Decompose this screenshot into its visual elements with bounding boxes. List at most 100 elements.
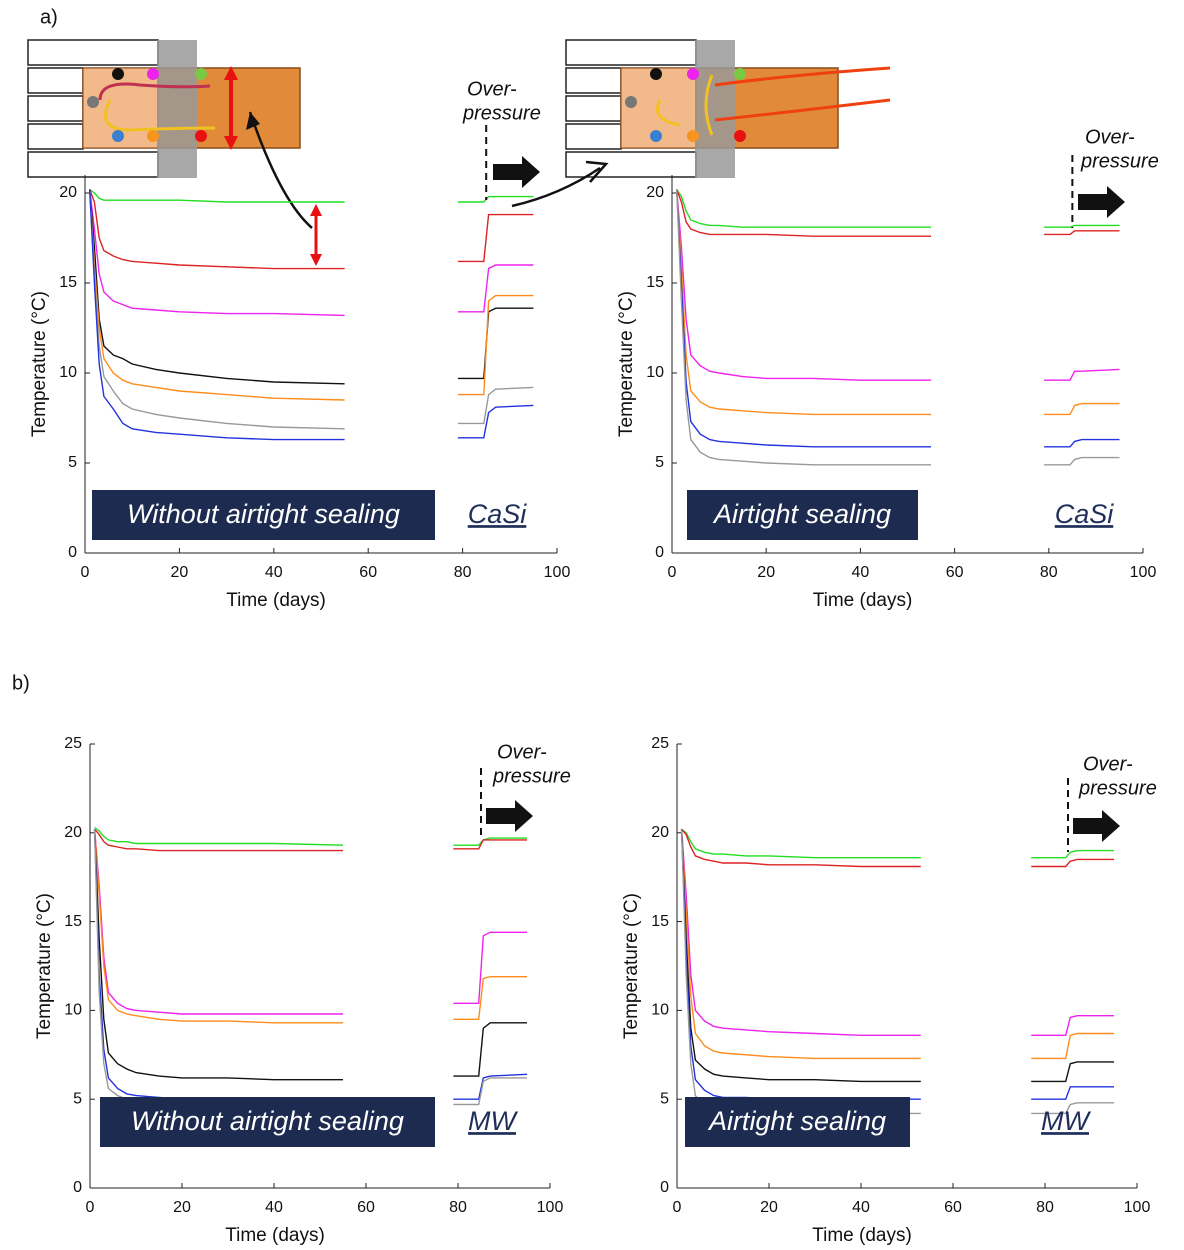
x-tick-label: 0 <box>81 564 90 581</box>
y-tick-label: 10 <box>64 1002 82 1019</box>
series-line <box>94 826 527 846</box>
x-tick-label: 40 <box>852 564 870 581</box>
series-line <box>676 189 1120 237</box>
y-tick-label: 10 <box>651 1002 669 1019</box>
x-tick-label: 100 <box>1130 564 1157 581</box>
x-tick-label: 60 <box>357 1199 375 1216</box>
y-tick-label: 5 <box>660 1090 669 1107</box>
sealing-label: Airtight sealing <box>712 499 891 529</box>
label-box <box>687 490 918 540</box>
y-axis-label: Temperature (°C) <box>616 291 637 437</box>
series-line <box>89 189 534 430</box>
x-tick-label: 0 <box>673 1199 682 1216</box>
series-line <box>676 189 1120 228</box>
y-tick-label: 15 <box>651 913 669 930</box>
y-tick-label: 25 <box>651 735 669 752</box>
sealing-label: Without airtight sealing <box>127 499 400 529</box>
series-line <box>89 188 534 203</box>
y-axis-label: Temperature (°C) <box>621 893 642 1039</box>
schematic <box>511 39 891 208</box>
series-line <box>89 189 534 270</box>
x-axis-label: Time (days) <box>226 590 326 611</box>
series-line <box>680 829 1114 1060</box>
x-tick-label: 0 <box>668 564 677 581</box>
series-line <box>89 189 534 317</box>
series-line <box>681 828 1114 859</box>
x-tick-label: 20 <box>173 1199 191 1216</box>
overpressure-arrow <box>493 156 540 188</box>
chart: 0 5 10 15 20 25 0 20 40 60 80 100 Time (days) Tempera… <box>621 735 1157 1246</box>
y-tick-label: 0 <box>655 544 664 561</box>
series-line <box>93 829 527 1107</box>
x-tick-label: 20 <box>757 564 775 581</box>
x-tick-label: 20 <box>171 564 189 581</box>
x-tick-label: 80 <box>1040 564 1058 581</box>
y-tick-label: 20 <box>64 824 82 841</box>
material-label: MW <box>1041 1106 1091 1136</box>
y-tick-label: 5 <box>68 454 77 471</box>
series-line <box>94 828 527 852</box>
overpressure-label: Over- <box>1085 126 1135 148</box>
series-line <box>681 828 1114 868</box>
x-tick-label: 100 <box>537 1199 564 1216</box>
x-tick-label: 80 <box>454 564 472 581</box>
y-tick-label: 10 <box>646 364 664 381</box>
x-tick-label: 40 <box>265 564 283 581</box>
sealing-label: Airtight sealing <box>707 1106 886 1136</box>
series-line <box>89 189 534 441</box>
sealing-label: Without airtight sealing <box>131 1106 404 1136</box>
material-label: CaSi <box>468 499 528 529</box>
x-tick-label: 80 <box>1036 1199 1054 1216</box>
overpressure-label: pressure <box>492 765 571 787</box>
material-label: CaSi <box>1055 499 1115 529</box>
x-tick-label: 40 <box>265 1199 283 1216</box>
series-line <box>676 189 1120 416</box>
series-line <box>93 829 527 1024</box>
y-axis-label: Temperature (°C) <box>29 291 50 437</box>
series-line <box>680 829 1114 1036</box>
y-tick-label: 5 <box>655 454 664 471</box>
x-tick-label: 80 <box>449 1199 467 1216</box>
chart: 0 5 10 15 20 0 20 40 60 80 100 Time (days) Temperatu… <box>616 126 1159 611</box>
x-tick-label: 0 <box>86 1199 95 1216</box>
schematic <box>27 39 322 266</box>
y-tick-label: 25 <box>64 735 82 752</box>
y-tick-label: 20 <box>59 184 77 201</box>
x-axis-label: Time (days) <box>812 1225 912 1246</box>
overpressure-arrow <box>1078 186 1125 218</box>
x-tick-label: 60 <box>359 564 377 581</box>
series-line <box>93 829 528 1100</box>
y-tick-label: 20 <box>651 824 669 841</box>
series-line <box>680 829 1114 1083</box>
x-tick-label: 40 <box>852 1199 870 1216</box>
overpressure-label: Over- <box>497 741 547 763</box>
series-line <box>93 829 527 1081</box>
series-line <box>676 189 1120 466</box>
chart: 0 5 10 15 20 25 0 20 40 60 80 100 Time (days) Tempera… <box>34 735 571 1246</box>
y-tick-label: 0 <box>68 544 77 561</box>
chart: 0 5 10 15 20 0 20 40 60 80 100 Time (days) Temperatu… <box>29 78 570 611</box>
overpressure-label: Over- <box>1083 753 1133 775</box>
series-line <box>676 189 1120 448</box>
panel-label: a) <box>40 6 58 28</box>
y-axis-label: Temperature (°C) <box>34 893 55 1039</box>
series-line <box>680 829 1114 1115</box>
panel-label: b) <box>12 672 30 694</box>
overpressure-label: pressure <box>462 102 541 124</box>
overpressure-arrow <box>1073 810 1120 842</box>
series-line <box>93 829 527 1015</box>
label-box <box>92 490 435 540</box>
x-tick-label: 100 <box>544 564 571 581</box>
y-tick-label: 15 <box>64 913 82 930</box>
label-box <box>685 1097 910 1147</box>
overpressure-label: pressure <box>1080 150 1159 172</box>
y-tick-label: 20 <box>646 184 664 201</box>
y-tick-label: 5 <box>73 1090 82 1107</box>
y-tick-label: 15 <box>646 274 664 291</box>
y-tick-label: 15 <box>59 274 77 291</box>
y-tick-label: 0 <box>660 1179 669 1196</box>
label-box <box>100 1097 435 1147</box>
series-line <box>89 189 534 401</box>
x-axis-label: Time (days) <box>225 1225 325 1246</box>
